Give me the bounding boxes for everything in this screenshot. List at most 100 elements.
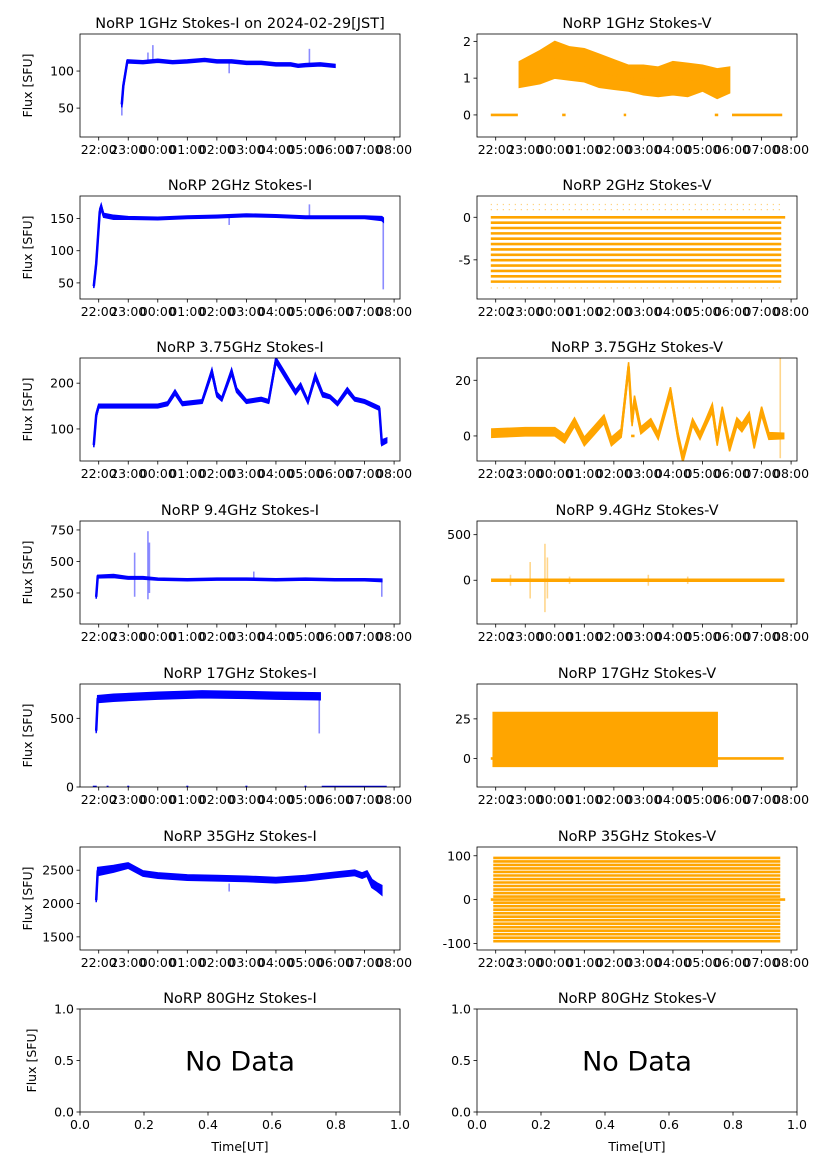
panel-title: NoRP 17GHz Stokes-I <box>163 666 317 682</box>
y-tick-label: 100 <box>447 848 471 863</box>
x-tick-label: 04:00 <box>655 466 691 481</box>
x-tick-label: 08:00 <box>376 955 412 970</box>
y-tick-label: -100 <box>443 936 471 951</box>
y-tick-label: 150 <box>50 211 74 226</box>
panel-title: NoRP 2GHz Stokes-V <box>562 178 711 194</box>
y-tick-label: 100 <box>50 64 74 79</box>
x-tick-label: 03:00 <box>228 629 264 644</box>
x-tick-label: 02:00 <box>199 466 235 481</box>
x-tick-label: 07:00 <box>744 142 780 157</box>
x-tick-label: 08:00 <box>376 304 412 319</box>
x-tick-label: 01:00 <box>169 142 205 157</box>
x-tick-label: 08:00 <box>773 629 809 644</box>
axes-frame <box>476 520 798 625</box>
panel-35GHz-I: 22:0023:0000:0001:0002:0003:0004:0005:00… <box>20 829 412 970</box>
x-tick-label: 07:00 <box>347 466 383 481</box>
data-line <box>94 574 382 597</box>
x-tick-label: 04:00 <box>258 466 294 481</box>
no-data-label: No Data <box>185 1047 295 1078</box>
y-tick-label: 500 <box>50 554 74 569</box>
panel-2GHz-I: 22:0023:0000:0001:0002:0003:0004:0005:00… <box>20 178 412 319</box>
x-tick-label: 22:00 <box>478 955 514 970</box>
panel-80GHz-V: 0.0 0.2 0.4 0.6 0.8 1.0 0.0 0.5 1.0 No Data NoRP 8… <box>451 991 807 1154</box>
x-tick-label: 06:00 <box>317 955 353 970</box>
y-tick-label: 2 <box>463 34 471 49</box>
x-tick-label: 04:00 <box>258 792 294 807</box>
x-tick-label: 05:00 <box>684 466 720 481</box>
y-tick-label: 0 <box>66 780 74 795</box>
data-series <box>491 358 785 461</box>
x-tick-label: 07:00 <box>744 466 780 481</box>
y-tick-label: 1 <box>463 71 471 86</box>
x-tick-label: 01:00 <box>566 792 602 807</box>
data-line <box>94 693 321 731</box>
y-tick-label: 1.0 <box>451 1002 471 1017</box>
x-tick-label: 01:00 <box>566 629 602 644</box>
y-tick-label: 100 <box>50 243 74 258</box>
panel-title: NoRP 17GHz Stokes-V <box>558 666 716 682</box>
x-tick-label: 0.2 <box>134 1117 154 1132</box>
x-tick-label: 00:00 <box>140 792 176 807</box>
x-tick-label: 22:00 <box>81 142 117 157</box>
panel-3.75GHz-V: 22:0023:0000:0001:0002:0003:0004:0005:00… <box>455 340 809 481</box>
y-tick-label: 250 <box>50 585 74 600</box>
x-tick-label: 0.0 <box>70 1117 90 1132</box>
y-tick-label: 100 <box>50 421 74 436</box>
x-tick-label: 00:00 <box>140 304 176 319</box>
axes-frame <box>79 1008 401 1113</box>
y-tick-label: -5 <box>459 252 471 267</box>
x-tick-label: 08:00 <box>773 955 809 970</box>
panel-title: NoRP 9.4GHz Stokes-I <box>161 503 319 519</box>
x-tick-label: 07:00 <box>744 792 780 807</box>
x-tick-label: 00:00 <box>537 955 573 970</box>
x-tick-label: 1.0 <box>390 1117 410 1132</box>
axes-frame <box>476 846 798 951</box>
x-tick-label: 04:00 <box>655 304 691 319</box>
x-tick-label: 0.2 <box>531 1117 551 1132</box>
x-tick-label: 02:00 <box>596 629 632 644</box>
panel-2GHz-V: 22:0023:0000:0001:0002:0003:0004:0005:00… <box>459 178 810 319</box>
x-tick-label: 23:00 <box>507 792 543 807</box>
axes-frame <box>476 683 798 788</box>
x-tick-label: 06:00 <box>317 304 353 319</box>
y-tick-label: 2000 <box>42 896 74 911</box>
panel-1GHz-I: 22:0023:0000:0001:0002:0003:0004:0005:00… <box>20 16 412 157</box>
y-axis-label: Flux [SFU] <box>20 867 35 931</box>
x-tick-label: 22:00 <box>81 955 117 970</box>
x-tick-label: 04:00 <box>258 955 294 970</box>
x-tick-label: 08:00 <box>376 466 412 481</box>
panel-title: NoRP 3.75GHz Stokes-I <box>156 340 323 356</box>
x-tick-label: 08:00 <box>773 142 809 157</box>
x-tick-label: 22:00 <box>478 304 514 319</box>
panel-title: NoRP 80GHz Stokes-V <box>558 991 716 1007</box>
data-series <box>92 358 388 448</box>
x-tick-label: 23:00 <box>110 955 146 970</box>
panel-title: NoRP 80GHz Stokes-I <box>163 991 317 1007</box>
x-tick-label: 02:00 <box>199 304 235 319</box>
y-tick-label: 0 <box>463 107 471 122</box>
x-tick-label: 01:00 <box>566 466 602 481</box>
x-axis-label: Time[UT] <box>210 1139 268 1154</box>
axes-frame <box>79 683 401 788</box>
axes-frame <box>79 520 401 625</box>
x-tick-label: 06:00 <box>317 792 353 807</box>
x-tick-label: 00:00 <box>140 955 176 970</box>
x-tick-label: 0.8 <box>723 1117 743 1132</box>
data-band <box>93 201 385 289</box>
y-tick-label: 200 <box>50 376 74 391</box>
y-tick-label: 25 <box>455 711 471 726</box>
x-tick-label: 00:00 <box>140 466 176 481</box>
x-tick-label: 23:00 <box>507 304 543 319</box>
data-series <box>490 40 783 117</box>
data-line <box>518 58 730 86</box>
y-tick-label: 20 <box>455 373 471 388</box>
x-tick-label: 08:00 <box>376 792 412 807</box>
x-tick-label: 01:00 <box>169 792 205 807</box>
y-tick-label: 0 <box>463 751 471 766</box>
x-tick-label: 06:00 <box>317 466 353 481</box>
panel-title: NoRP 35GHz Stokes-V <box>558 829 716 845</box>
x-tick-label: 05:00 <box>684 629 720 644</box>
panel-35GHz-V: 22:0023:0000:0001:0002:0003:0004:0005:00… <box>443 829 810 970</box>
x-tick-label: 02:00 <box>596 466 632 481</box>
x-tick-label: 05:00 <box>684 304 720 319</box>
